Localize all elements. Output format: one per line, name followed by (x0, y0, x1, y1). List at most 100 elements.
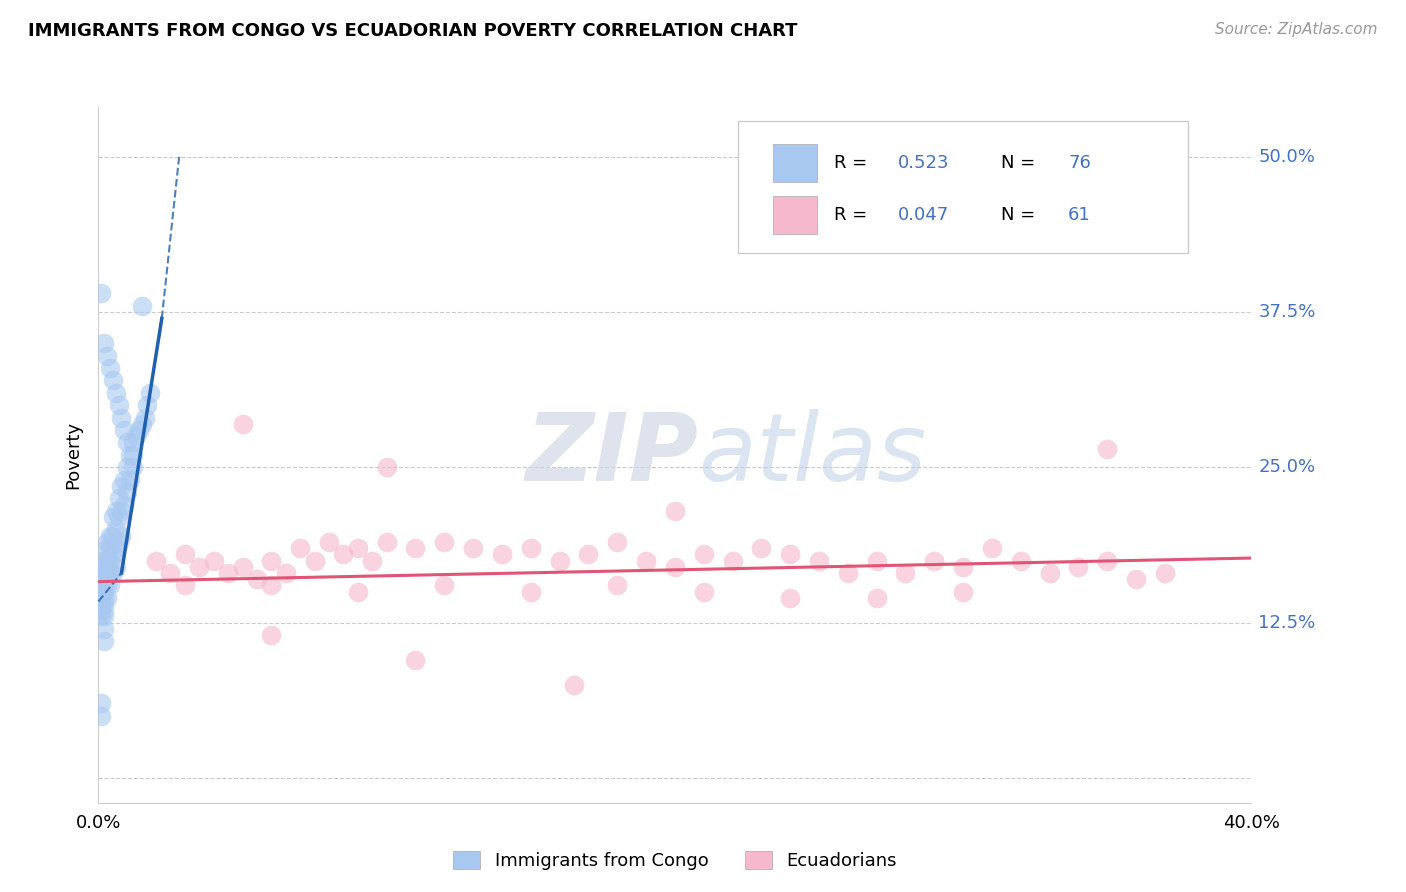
Point (93, 597, 115, 611)
Text: 61: 61 (1069, 206, 1091, 224)
Point (101, 529, 124, 543)
Point (837, 566, 859, 580)
Point (96, 559, 118, 574)
Point (93, 634, 115, 648)
Point (807, 553, 830, 567)
Point (104, 559, 127, 574)
Point (93, 336, 115, 351)
Point (90, 697, 112, 711)
Bar (773, 195, 817, 234)
Point (93, 572, 115, 586)
Point (361, 553, 384, 567)
Point (96, 534, 118, 549)
Point (120, 448, 142, 462)
Point (578, 547, 600, 561)
Point (101, 373, 124, 387)
Point (231, 559, 254, 574)
Point (375, 534, 398, 549)
Point (110, 479, 132, 493)
Point (491, 547, 513, 561)
Point (751, 541, 773, 555)
Point (174, 547, 197, 561)
Text: 50.0%: 50.0% (1258, 148, 1315, 166)
Point (866, 553, 889, 567)
Point (260, 578, 283, 592)
Text: atlas: atlas (697, 409, 927, 500)
Point (260, 628, 283, 642)
Text: N =: N = (1001, 153, 1042, 171)
Text: 25.0%: 25.0% (1258, 458, 1316, 476)
Point (131, 417, 153, 431)
Point (159, 566, 181, 580)
Point (112, 423, 135, 437)
Point (217, 566, 239, 580)
Text: R =: R = (834, 206, 873, 224)
Point (93, 553, 115, 567)
Point (520, 584, 543, 599)
Point (548, 553, 571, 567)
Point (433, 578, 456, 592)
Point (332, 547, 354, 561)
Point (90, 584, 112, 599)
Point (117, 485, 138, 500)
Point (98, 578, 121, 592)
Point (1067, 559, 1090, 574)
Point (125, 429, 148, 443)
Point (922, 553, 945, 567)
Point (346, 584, 368, 599)
Point (101, 566, 124, 580)
Point (693, 584, 716, 599)
Point (90, 603, 112, 617)
Point (93, 559, 115, 574)
Point (101, 510, 124, 524)
Point (90, 572, 112, 586)
Point (779, 591, 801, 605)
Text: ZIP: ZIP (524, 409, 697, 501)
Point (96, 578, 118, 592)
Point (122, 460, 145, 475)
Point (107, 398, 129, 412)
Point (90, 286, 112, 301)
Point (952, 559, 974, 574)
Point (96, 541, 118, 555)
Point (188, 559, 211, 574)
Text: Source: ZipAtlas.com: Source: ZipAtlas.com (1215, 22, 1378, 37)
Point (93, 591, 115, 605)
Point (122, 448, 145, 462)
Point (606, 534, 628, 549)
Point (1010, 553, 1032, 567)
Point (606, 578, 628, 592)
Text: N =: N = (1001, 206, 1042, 224)
Point (304, 553, 326, 567)
Point (112, 473, 135, 487)
Point (90, 708, 112, 723)
Point (405, 653, 427, 667)
Point (290, 541, 312, 555)
Point (128, 423, 150, 437)
Point (96, 591, 118, 605)
Point (93, 566, 115, 580)
Text: IMMIGRANTS FROM CONGO VS ECUADORIAN POVERTY CORRELATION CHART: IMMIGRANTS FROM CONGO VS ECUADORIAN POVE… (28, 22, 797, 40)
Point (866, 591, 889, 605)
Point (779, 547, 801, 561)
Point (90, 553, 112, 567)
Point (112, 498, 135, 512)
Point (90, 559, 112, 574)
Point (1097, 553, 1119, 567)
Point (90, 609, 112, 624)
Point (93, 584, 115, 599)
Point (107, 510, 129, 524)
Point (98, 529, 121, 543)
Point (93, 578, 115, 592)
Point (1125, 572, 1147, 586)
Point (202, 553, 225, 567)
Point (117, 460, 138, 475)
Point (174, 578, 197, 592)
Point (110, 504, 132, 518)
Point (117, 435, 138, 450)
Point (98, 541, 121, 555)
Point (104, 385, 127, 400)
Point (246, 572, 269, 586)
Point (346, 541, 368, 555)
Point (96, 553, 118, 567)
